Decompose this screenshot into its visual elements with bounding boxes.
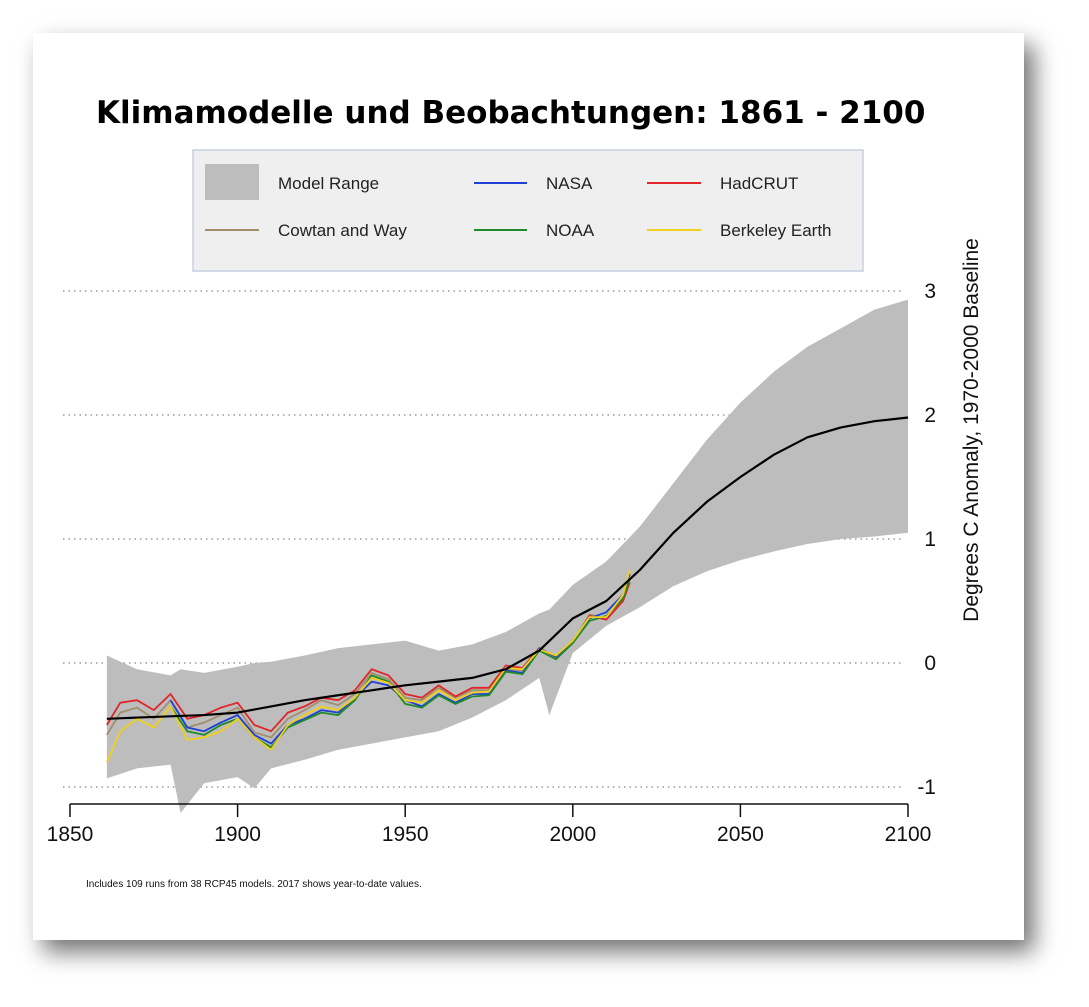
x-tick-label: 1900 [214, 823, 261, 846]
y-tick-label: 1 [924, 528, 936, 551]
y-axis-label: Degrees C Anomaly, 1970-2000 Baseline [960, 238, 983, 622]
legend-box [192, 149, 864, 272]
legend-label-model-range: Model Range [278, 174, 379, 193]
y-axis: 3 2 1 0 -1 [917, 280, 936, 799]
x-tick-label: 2050 [717, 823, 764, 846]
legend-label-hadcrut: HadCRUT [720, 174, 798, 193]
figure-card: Klimamodelle und Beobachtungen: 1861 - 2… [33, 33, 1024, 940]
x-tick-label: 1950 [382, 823, 429, 846]
footnote: Includes 109 runs from 38 RCP45 models. … [86, 879, 422, 890]
model-range-band [106, 299, 908, 814]
y-tick-label: 0 [924, 652, 936, 675]
legend-swatch-model-range [205, 164, 259, 200]
legend: Model Range NASA HadCRUT Cowtan and Way … [192, 149, 864, 272]
chart-title: Klimamodelle und Beobachtungen: 1861 - 2… [96, 95, 925, 131]
legend-label-noaa: NOAA [546, 221, 595, 240]
x-tick-label: 2000 [549, 823, 596, 846]
series-line-berkeley-earth [106, 569, 631, 763]
series-line-model-mean [106, 416, 909, 720]
x-tick-label: 2100 [885, 823, 932, 846]
x-axis: 1850 1900 1950 2000 2050 2100 [47, 803, 932, 846]
y-tick-label: 2 [924, 404, 936, 427]
model-range-area [106, 299, 908, 814]
legend-label-nasa: NASA [546, 174, 593, 193]
y-tick-label: -1 [917, 776, 936, 799]
x-tick-label: 1850 [47, 823, 94, 846]
legend-label-cowtan-and-way: Cowtan and Way [278, 221, 407, 240]
y-tick-label: 3 [924, 280, 936, 303]
data-lines [106, 416, 909, 763]
climate-chart: Klimamodelle und Beobachtungen: 1861 - 2… [47, 95, 983, 890]
legend-label-berkeley-earth: Berkeley Earth [720, 221, 832, 240]
